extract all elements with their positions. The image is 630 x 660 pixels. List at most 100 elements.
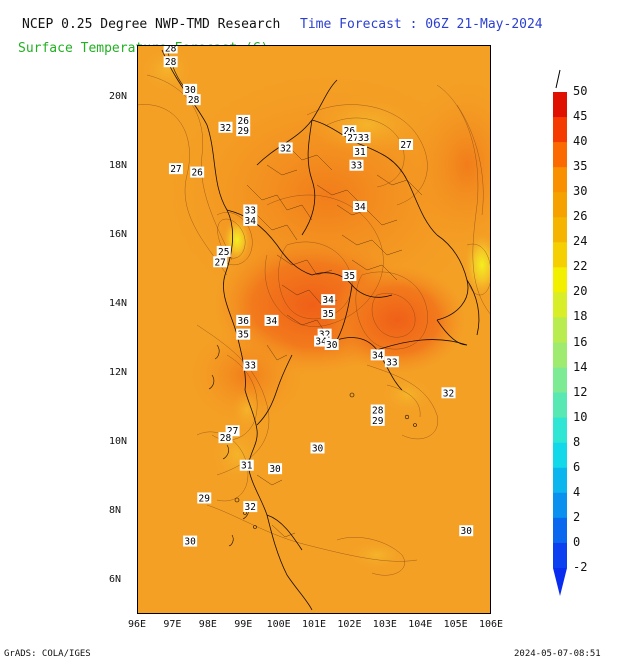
contour-value-text: 32 — [443, 388, 454, 399]
contour-value-label: 30 — [183, 535, 198, 548]
contour-value-label: 30 — [310, 442, 325, 454]
colorbar-swatch — [553, 92, 567, 118]
colorbar-swatch — [553, 442, 567, 469]
contour-value-text: 30 — [269, 464, 281, 475]
contour-value-text: 32 — [245, 502, 256, 513]
contour-value-text: 28 — [188, 95, 200, 106]
colorbar-swatch — [553, 342, 567, 369]
contour-value-label: 34 — [370, 349, 385, 361]
colorbar-swatch — [553, 217, 567, 243]
contour-value-label: 28 — [218, 432, 233, 444]
contour-value-label: 31 — [353, 145, 368, 158]
forecast-time: Time Forecast : 06Z 21-May-2024 — [300, 17, 543, 32]
contour-value-text: 33 — [245, 361, 256, 372]
contour-value-label: 26 — [342, 125, 357, 137]
contour-value-label: 31 — [239, 459, 254, 472]
contour-value-label: 28 — [186, 94, 201, 106]
contour-value-text: 29 — [199, 493, 211, 504]
contour-value-text: 31 — [241, 461, 253, 472]
contour-value-text: 25 — [218, 247, 229, 258]
contour-value-text: 27 — [214, 257, 225, 268]
contour-value-label: 33 — [243, 204, 258, 217]
contour-value-text: 30 — [312, 443, 324, 454]
contour-value-text: 34 — [315, 337, 327, 348]
contour-value-text: 33 — [351, 161, 362, 172]
contour-value-text: 29 — [237, 126, 249, 137]
contour-value-label: 30 — [324, 339, 339, 351]
contour-value-text: 28 — [165, 57, 177, 68]
contour-value-label: 33 — [349, 159, 364, 172]
contour-value-label: 30 — [459, 525, 474, 537]
colorbar-tick-label: 22 — [573, 259, 588, 274]
lon-tick-label: 106E — [479, 619, 504, 630]
colorbar-tick-label: 10 — [573, 409, 588, 424]
contour-value-label: 29 — [370, 414, 385, 427]
contour-value-label: 29 — [236, 125, 251, 137]
contour-value-label: 33 — [384, 356, 399, 368]
colorbar-tick-label: 4 — [573, 484, 581, 499]
contour-value-label: 33 — [356, 132, 371, 144]
colorbar-top-arrow — [555, 69, 561, 89]
colorbar-tick-label: -2 — [573, 559, 588, 574]
contour-value-label: 35 — [321, 307, 336, 320]
contour-value-label: 28 — [163, 56, 178, 68]
contour-value-label: 27 — [345, 132, 360, 144]
lon-tick-label: 97E — [163, 619, 182, 630]
contour-value-label: 28 — [370, 404, 385, 417]
contour-value-text: 35 — [344, 271, 355, 282]
colorbar-swatch — [553, 267, 567, 293]
contour-value-text: 28 — [372, 406, 384, 417]
colorbar-swatch — [553, 542, 567, 569]
colorbar-tick-label: 14 — [573, 359, 588, 374]
colorbar-tick-label: 40 — [573, 134, 588, 149]
contour-value-label: 35 — [342, 270, 357, 282]
colorbar-swatch — [553, 417, 567, 444]
colorbar-swatch — [553, 292, 567, 318]
contour-value-label: 34 — [321, 294, 336, 306]
map-title: NCEP 0.25 Degree NWP-TMD Research — [22, 17, 281, 32]
contour-value-text: 32 — [319, 330, 330, 341]
contour-value-text: 36 — [237, 316, 249, 327]
colorbar-tick-label: 45 — [573, 109, 588, 124]
contour-value-label: 26 — [190, 166, 205, 179]
colorbar-bottom-arrow — [553, 568, 567, 596]
colorbar-swatch — [553, 492, 567, 519]
contour-value-label: 34 — [243, 214, 258, 227]
contour-value-label: 30 — [268, 463, 283, 475]
lon-tick-label: 100E — [266, 619, 291, 630]
colorbar-swatch — [553, 117, 567, 143]
contour-value-label: 30 — [183, 83, 198, 96]
contour-value-text: 35 — [237, 330, 248, 341]
contour-value-text: 33 — [245, 206, 256, 217]
lon-tick-label: 99E — [234, 619, 253, 630]
contour-value-label: 36 — [236, 314, 251, 327]
contour-value-text: 34 — [266, 316, 278, 327]
contour-value-text: 34 — [322, 295, 334, 306]
contour-value-text: 34 — [372, 350, 384, 361]
contour-value-label: 34 — [314, 335, 329, 348]
contour-value-text: 26 — [191, 168, 203, 179]
colorbar-tick-label: 0 — [573, 534, 581, 549]
colorbar-tick-label: 20 — [573, 284, 588, 299]
contour-value-label: 32 — [218, 121, 233, 134]
lon-tick-label: 96E — [128, 619, 147, 630]
contour-value-text: 27 — [170, 164, 181, 175]
contour-value-text: 33 — [386, 357, 397, 368]
contour-value-label: 35 — [236, 328, 251, 341]
colorbar-swatch — [553, 242, 567, 268]
lon-tick-label: 101E — [302, 619, 327, 630]
contour-value-text: 32 — [280, 143, 291, 154]
contour-value-text: 35 — [322, 309, 333, 320]
contour-value-label: 32 — [441, 387, 456, 399]
footer-credit: GrADS: COLA/IGES — [4, 649, 91, 659]
map-frame — [137, 45, 491, 614]
colorbar-swatch — [553, 142, 567, 168]
lon-tick-label: 98E — [198, 619, 217, 630]
lon-tick-label: 105E — [443, 619, 468, 630]
contour-value-label: 28 — [163, 45, 178, 54]
contour-value-label: 32 — [243, 501, 258, 513]
contour-value-label: 29 — [197, 492, 212, 504]
contour-value-label: 32 — [278, 142, 293, 154]
